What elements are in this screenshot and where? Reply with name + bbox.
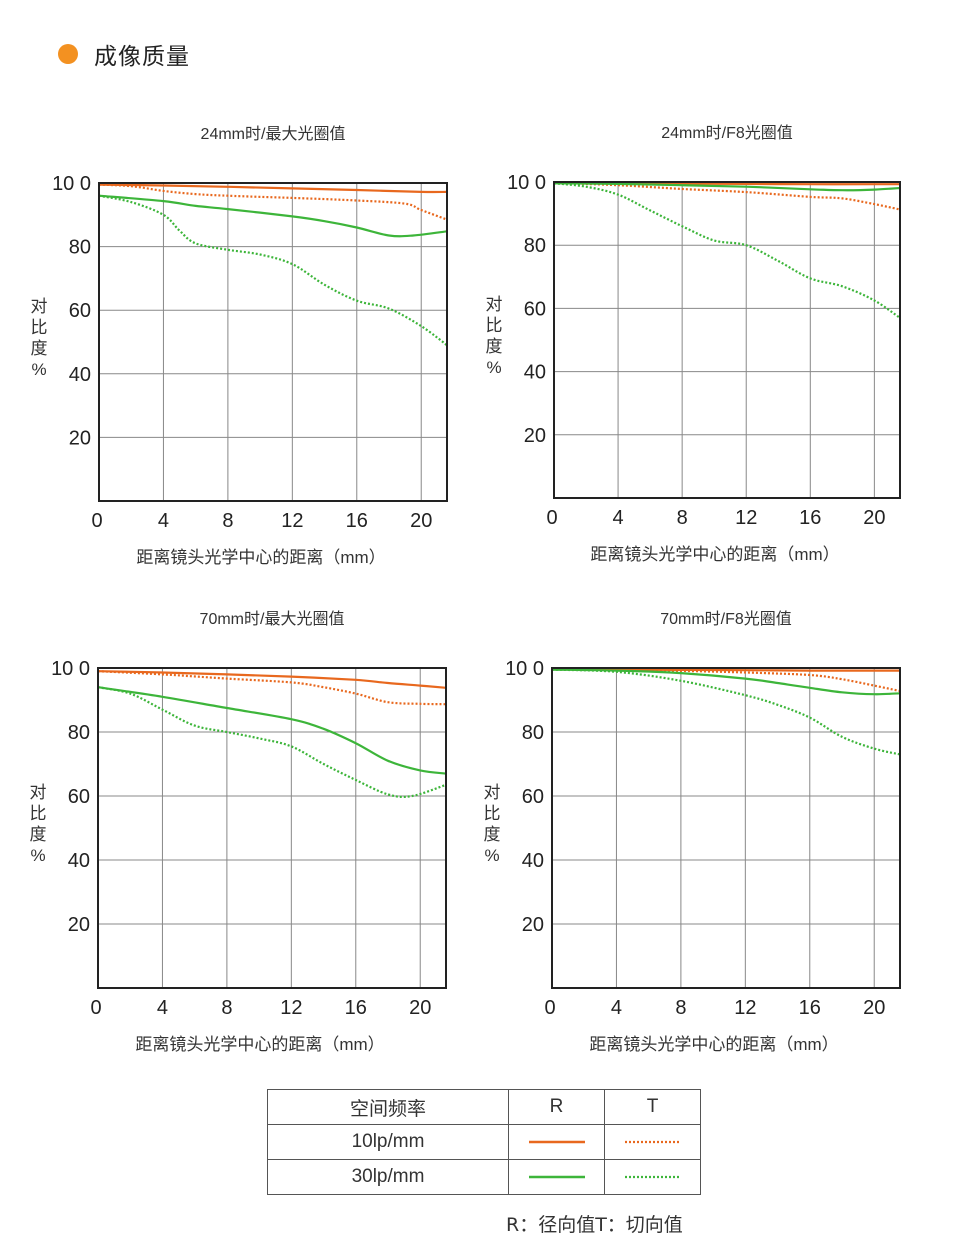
- x-tick-label: 8: [221, 997, 232, 1019]
- plot-frame: [98, 182, 448, 502]
- plot-frame: [553, 181, 901, 499]
- y-tick-label: 40: [68, 850, 90, 872]
- mtf-chart-4: 70mm时/F8光圈值 20 40 60 80 10 0 0 4 8 12 16 20 距离镜头光学中心…: [484, 610, 901, 1054]
- legend-label-30lp: 30lp/mm: [267, 1159, 509, 1195]
- x-tick-label: 20: [410, 510, 432, 532]
- y-tick-label: 80: [522, 722, 544, 744]
- legend-header-r: R: [508, 1089, 605, 1125]
- legend-30lp-t-swatch: [604, 1159, 701, 1195]
- y-axis-label: 对比度%: [30, 783, 47, 865]
- x-tick-label: 16: [345, 997, 367, 1019]
- legend-header-row: 空间频率 R T: [267, 1089, 701, 1125]
- series-line-30lp-mm-R: [551, 668, 901, 696]
- x-tick-label: 12: [735, 507, 757, 529]
- x-tick-label: 8: [677, 507, 688, 529]
- x-tick-label: 12: [734, 997, 756, 1019]
- chart-title: 24mm时/F8光圈值: [661, 124, 793, 142]
- x-tick-label: 16: [799, 997, 821, 1019]
- x-tick-label: 8: [222, 510, 233, 532]
- series-line-10lp-mm-T: [98, 183, 448, 221]
- legend-row-10lp: 10lp/mm: [267, 1124, 701, 1160]
- x-tick-label: 0: [544, 997, 555, 1019]
- x-tick-label: 12: [281, 510, 303, 532]
- y-tick-label: 80: [69, 237, 91, 259]
- chart-title: 24mm时/最大光圈值: [201, 125, 346, 143]
- legend-header-frequency: 空间频率: [267, 1089, 509, 1125]
- y-tick-label: 20: [68, 914, 90, 936]
- x-tick-label: 8: [675, 997, 686, 1019]
- x-tick-label: 20: [409, 997, 431, 1019]
- bullet-dot-icon: [58, 44, 78, 64]
- mtf-chart-2: 24mm时/F8光圈值 20 40 60 80 10 0 0 4 8 12 16 20 距离镜头光学中心…: [486, 124, 901, 564]
- legend-10lp-r-swatch: [508, 1124, 605, 1160]
- y-axis-label: 对比度%: [484, 783, 501, 865]
- x-axis-label: 距离镜头光学中心的距离（mm）: [136, 548, 385, 567]
- x-tick-label: 4: [158, 510, 169, 532]
- legend-header-t: T: [604, 1089, 701, 1125]
- series-line-30lp-mm-T: [553, 182, 901, 319]
- legend-footnote: R：径向值T：切向值: [506, 1214, 683, 1236]
- x-axis-label: 距离镜头光学中心的距离（mm）: [589, 1035, 838, 1054]
- plot-frame: [551, 667, 901, 989]
- y-tick-label: 20: [69, 427, 91, 449]
- series-line-10lp-mm-T: [97, 670, 447, 706]
- x-tick-label: 4: [157, 997, 168, 1019]
- mtf-chart-1: 24mm时/最大光圈值 20 40 60 80 10 0 0 4 8 12 16 20 距离镜头光学中心…: [31, 125, 448, 567]
- y-tick-label: 60: [69, 300, 91, 322]
- y-tick-label: 20: [522, 914, 544, 936]
- y-tick-label: 10 0: [52, 173, 91, 195]
- series-line-10lp-mm-T: [553, 181, 901, 211]
- y-tick-label: 60: [524, 298, 546, 320]
- x-tick-label: 12: [280, 997, 302, 1019]
- y-axis-label: 对比度%: [486, 295, 503, 377]
- y-tick-label: 80: [524, 235, 546, 257]
- x-tick-label: 16: [346, 510, 368, 532]
- section-header: 成像质量: [58, 36, 190, 72]
- x-tick-label: 20: [863, 507, 885, 529]
- y-tick-label: 10 0: [507, 172, 546, 194]
- series-line-30lp-mm-R: [553, 182, 901, 192]
- x-tick-label: 0: [90, 997, 101, 1019]
- y-tick-label: 60: [522, 786, 544, 808]
- y-tick-label: 40: [524, 362, 546, 384]
- mtf-chart-3: 70mm时/最大光圈值 20 40 60 80 10 0 0 4 8 12 16 20 距离镜头光学中心…: [30, 610, 447, 1054]
- plot-frame: [97, 667, 447, 989]
- series-line-10lp-mm-R: [98, 183, 448, 194]
- legend-10lp-t-swatch: [604, 1124, 701, 1160]
- legend-label-10lp: 10lp/mm: [267, 1124, 509, 1160]
- section-title: 成像质量: [94, 44, 190, 70]
- y-tick-label: 40: [69, 364, 91, 386]
- y-tick-label: 10 0: [51, 658, 90, 680]
- y-tick-label: 80: [68, 722, 90, 744]
- x-tick-label: 0: [546, 507, 557, 529]
- series-line-30lp-mm-T: [98, 194, 448, 347]
- y-tick-label: 10 0: [505, 658, 544, 680]
- series-line-30lp-mm-T: [97, 686, 447, 799]
- chart-title: 70mm时/最大光圈值: [200, 610, 345, 628]
- x-tick-label: 4: [613, 507, 624, 529]
- series-line-10lp-mm-R: [97, 670, 447, 689]
- y-tick-label: 20: [524, 425, 546, 447]
- x-tick-label: 20: [863, 997, 885, 1019]
- series-line-30lp-mm-T: [551, 668, 901, 756]
- x-tick-label: 4: [611, 997, 622, 1019]
- series-line-30lp-mm-R: [97, 686, 447, 775]
- x-axis-label: 距离镜头光学中心的距离（mm）: [135, 1035, 384, 1054]
- y-axis-label: 对比度%: [31, 297, 48, 379]
- legend-table: 空间频率 R T 10lp/mm 30lp/mm: [267, 1089, 701, 1195]
- x-tick-label: 16: [799, 507, 821, 529]
- y-tick-label: 60: [68, 786, 90, 808]
- legend-30lp-r-swatch: [508, 1159, 605, 1195]
- chart-title: 70mm时/F8光圈值: [660, 610, 792, 628]
- y-tick-label: 40: [522, 850, 544, 872]
- series-line-10lp-mm-T: [551, 668, 901, 693]
- series-line-30lp-mm-R: [98, 194, 448, 238]
- legend-row-30lp: 30lp/mm: [267, 1159, 701, 1195]
- x-tick-label: 0: [91, 510, 102, 532]
- x-axis-label: 距离镜头光学中心的距离（mm）: [590, 545, 839, 564]
